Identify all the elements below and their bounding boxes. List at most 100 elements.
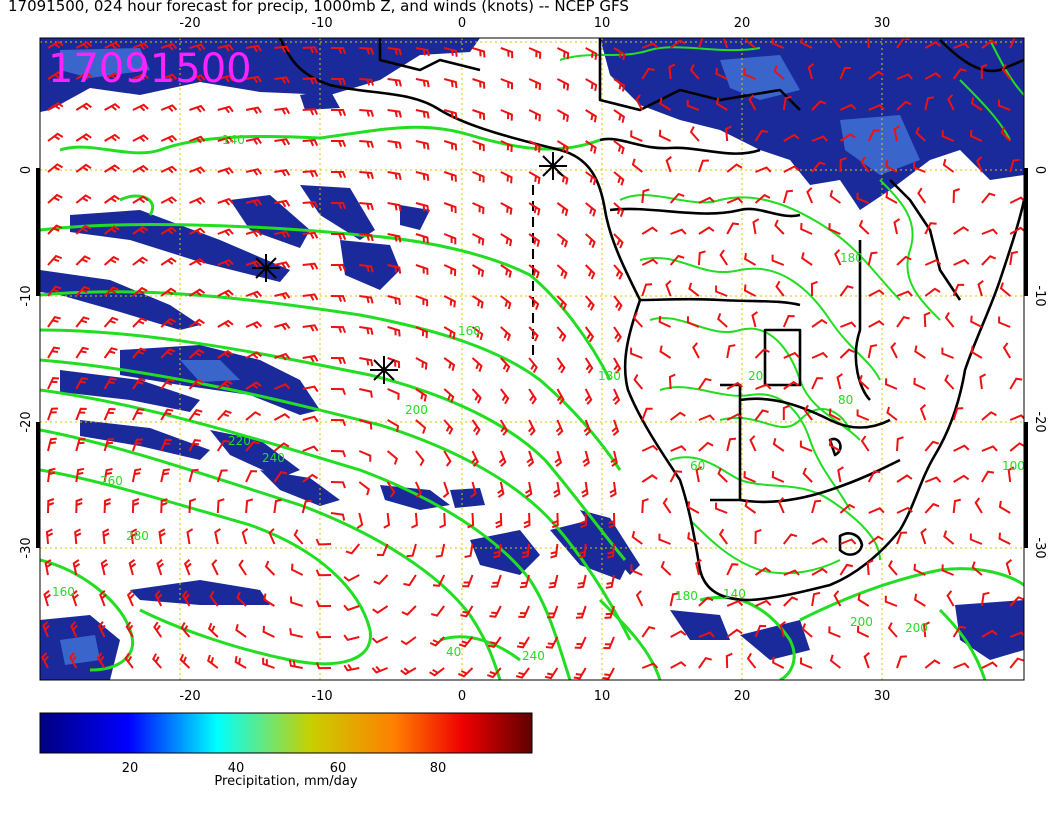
wind-barb [359,78,375,86]
wind-barb [868,104,885,111]
wind-barb [697,38,704,49]
contour-label: 160 [458,324,481,338]
wind-barb [189,74,206,82]
wind-barb [573,667,587,680]
wind-barb [302,262,319,270]
wind-barb [635,590,644,607]
wind-barb [345,543,361,555]
wind-barb [274,107,291,115]
wind-barb [359,388,373,398]
wind-barb [383,512,391,529]
wind-barb [152,653,162,669]
border [609,207,801,218]
contour-line [689,519,841,575]
wind-barb [97,621,106,638]
wind-barb [103,438,115,452]
wind-barb [952,407,964,421]
colorbar-ticks: 20 40 60 80 [122,761,447,776]
wind-barb [75,437,86,452]
wind-barb [472,171,485,183]
wind-barb [245,381,262,390]
wind-barb [160,498,168,514]
wind-barb [715,67,728,80]
wind-barb [632,312,644,328]
wind-barb [860,435,870,452]
wind-barb [866,559,874,576]
wind-barb [807,63,815,80]
wind-barb [641,226,658,235]
y-tick-label: -10 [19,285,34,306]
wind-barb [893,218,901,235]
wind-barb [245,168,263,176]
wind-barb [743,284,756,297]
wind-barb [585,202,597,217]
wind-barb [47,467,56,483]
wind-barb [583,419,592,436]
wind-barb [803,404,813,421]
wind-barb [103,316,119,328]
wind-barb [472,264,485,277]
wind-barb [499,419,509,436]
wind-barb [387,264,402,274]
wind-barb [274,76,291,84]
wind-barb [913,563,926,576]
wind-barb [330,450,347,458]
wind-barb [946,590,955,607]
wind-barb [695,559,702,576]
wind-barb [746,652,757,669]
wind-barb [131,438,143,452]
wind-barb [811,161,826,173]
wind-barb [528,357,538,373]
wind-barb [241,528,249,545]
wind-barb [47,346,61,359]
wind-barb [669,592,680,607]
wind-barb [976,156,983,173]
wind-barb [472,78,486,89]
top-axis: -20 -10 0 10 20 30 [179,16,890,31]
wind-barb [698,196,715,204]
wind-barb [641,258,659,266]
wind-barb [131,468,142,483]
wind-barb [726,222,740,235]
wind-barb [585,233,596,248]
wind-barb [75,377,88,390]
wind-barb [584,326,595,343]
precip-area [300,185,375,240]
precip-area [40,38,480,112]
wind-barb [527,419,536,436]
wind-barb [274,138,291,146]
right-axis: 0 -10 -20 -30 [1032,166,1047,559]
contour-line [40,428,502,680]
wind-barb [606,543,615,559]
wind-barb [47,224,63,235]
wind-barb [896,506,913,514]
wind-barb [132,317,148,328]
wind-barb [944,312,955,328]
wind-barb [528,140,541,153]
wind-barb [811,318,828,328]
wind-barb [387,357,401,369]
wind-barb [726,600,744,607]
wind-barb [801,623,813,638]
wind-barb [331,202,347,209]
wind-barb [584,388,593,405]
wind-barb [613,357,622,374]
wind-barb [343,574,360,582]
x-tick-label: 20 [734,689,751,704]
wind-barb [670,411,686,421]
wind-barb [556,326,567,342]
y-tick-label: 0 [19,166,34,174]
wind-barb [443,295,456,308]
wind-barb [359,326,374,335]
wind-barb [442,481,450,498]
wind-barb [923,621,930,638]
wind-barb [387,171,402,181]
wind-barb [952,68,967,80]
wind-barb [717,313,728,328]
wind-barb [216,439,231,452]
wind-barb [697,159,709,173]
wind-barb [952,625,966,638]
wind-barb [47,437,57,452]
wind-barb [837,466,844,483]
wind-barb [500,388,510,405]
